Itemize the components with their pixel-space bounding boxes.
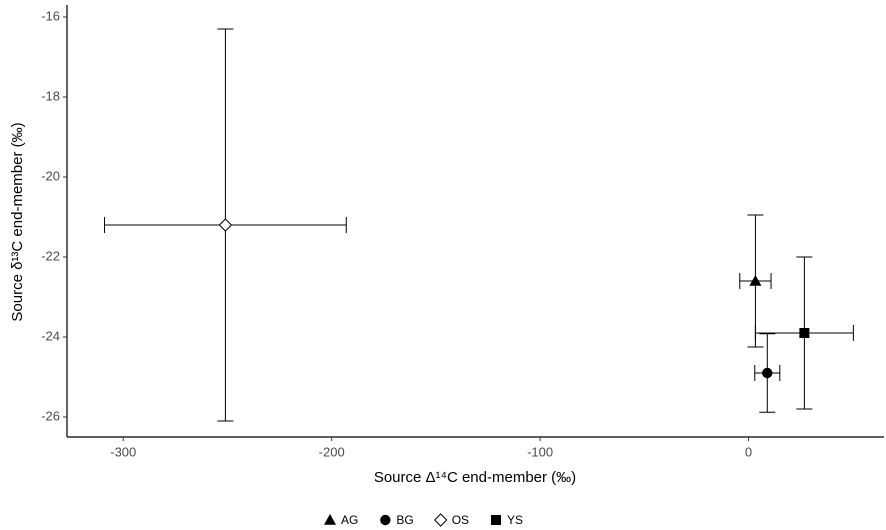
legend-label: AG <box>341 513 358 527</box>
y-tick-label: -24 <box>41 328 60 343</box>
y-tick-label: -18 <box>41 88 60 103</box>
y-tick-label: -20 <box>41 168 60 183</box>
legend-marker <box>491 515 502 525</box>
x-tick-label: -300 <box>110 444 136 459</box>
x-axis-title: Source Δ¹⁴C end-member (‰) <box>374 469 576 486</box>
legend-marker <box>433 513 448 527</box>
marker <box>218 218 233 232</box>
x-tick-label: 0 <box>745 444 752 459</box>
legend-marker <box>380 514 391 526</box>
legend-marker <box>324 514 336 525</box>
legend-label: YS <box>507 513 523 527</box>
y-tick-label: -16 <box>41 8 60 23</box>
y-tick-label: -22 <box>41 248 60 263</box>
y-tick-label: -26 <box>41 408 60 423</box>
y-axis-title: Source δ¹³C end-member (‰) <box>9 122 26 321</box>
marker <box>762 367 773 379</box>
legend-label: BG <box>396 513 413 527</box>
marker <box>799 328 810 338</box>
marker <box>749 275 762 286</box>
legend-label: OS <box>452 513 469 527</box>
x-tick-label: -200 <box>319 444 345 459</box>
x-tick-label: -100 <box>527 444 553 459</box>
